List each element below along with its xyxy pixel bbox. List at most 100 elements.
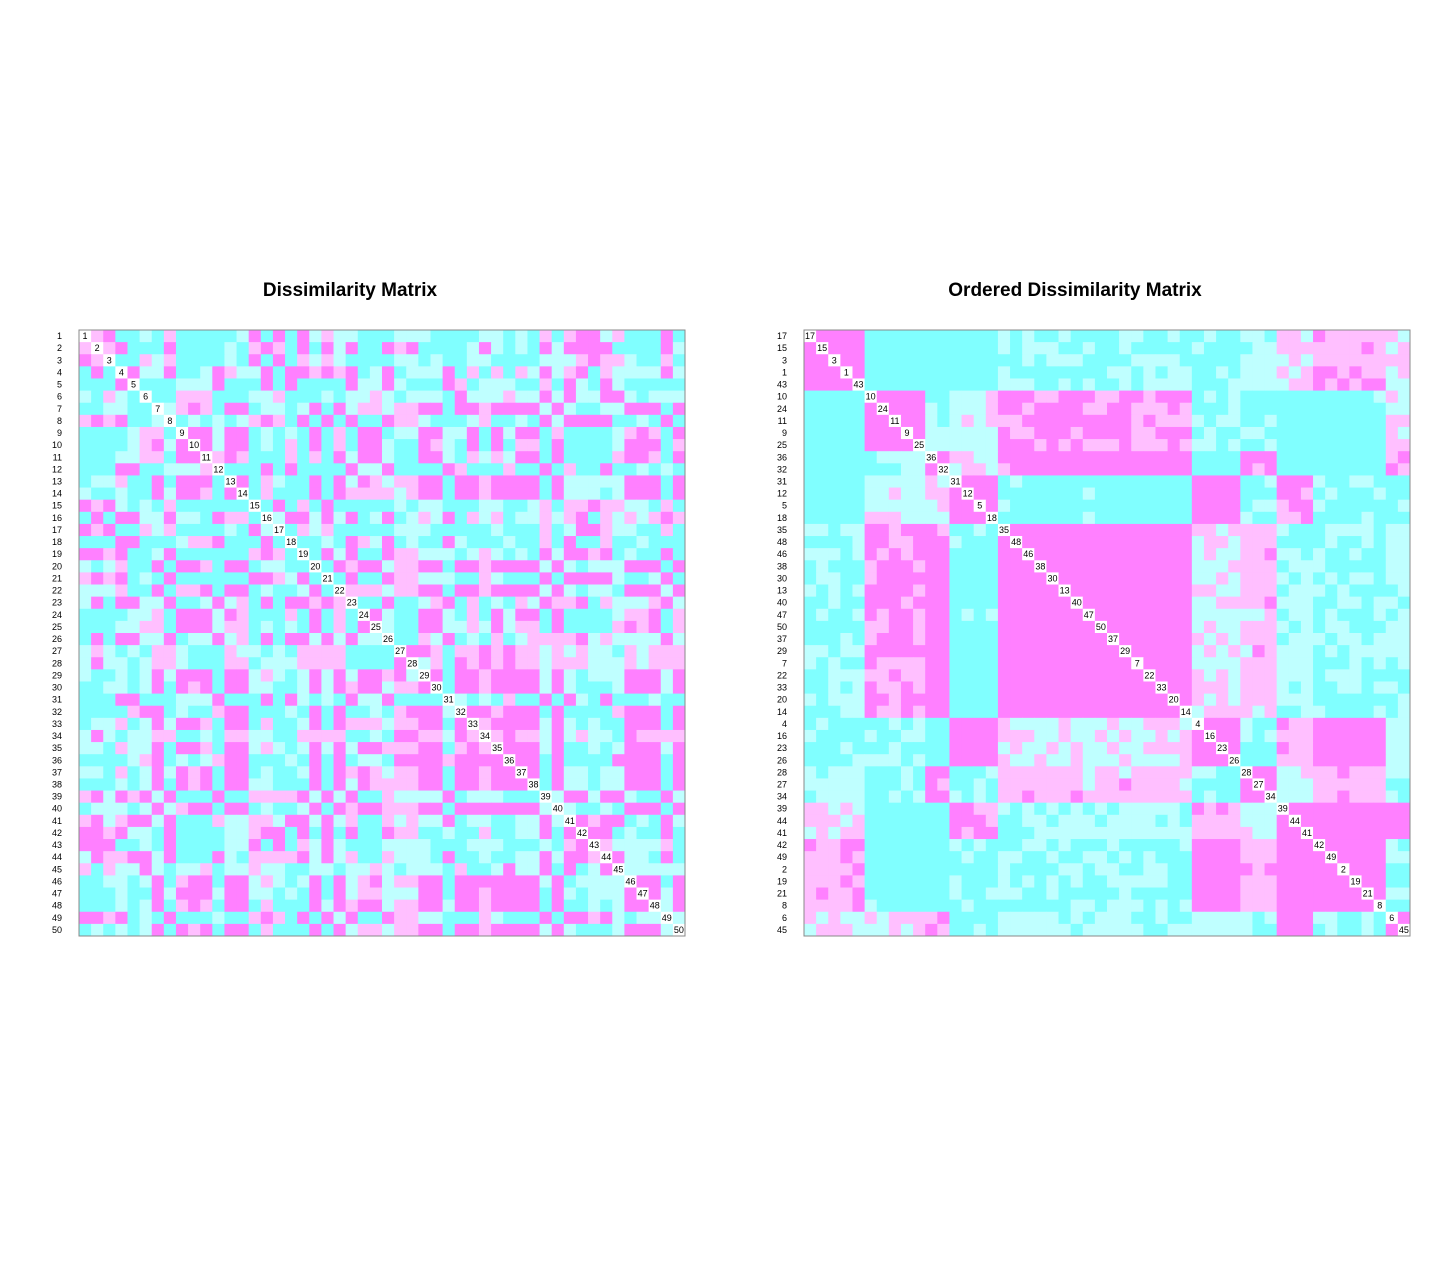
ordered-dissimilarity-matrix-cell [1337,560,1350,573]
dissimilarity-matrix-cell [200,790,213,804]
dissimilarity-matrix-cell [442,875,456,888]
dissimilarity-matrix-cell [272,354,286,367]
ordered-dissimilarity-matrix-cell [900,778,914,791]
dissimilarity-matrix-cell [394,439,407,452]
dissimilarity-matrix-cell [272,475,286,488]
ordered-dissimilarity-matrix-cell [1143,536,1156,549]
dissimilarity-matrix-cell [200,633,213,646]
dissimilarity-matrix-cell [406,826,419,840]
dissimilarity-matrix-cell [345,330,359,343]
ordered-dissimilarity-matrix-cell [1337,717,1350,731]
dissimilarity-matrix-cell [212,754,225,767]
ordered-dissimilarity-matrix-cell [997,875,1011,888]
dissimilarity-matrix-cell [624,657,637,670]
dissimilarity-matrix-cell [79,620,92,634]
dissimilarity-matrix-cell [382,681,395,694]
ordered-dissimilarity-matrix-cell [973,729,987,743]
ordered-dissimilarity-matrix-cell [1300,439,1314,452]
dissimilarity-matrix-cell [91,414,104,428]
ordered-dissimilarity-matrix-cell [828,899,841,913]
ordered-dissimilarity-matrix-cell [840,511,853,525]
dissimilarity-matrix-cell [163,620,177,634]
ordered-dissimilarity-matrix-cell [1143,584,1156,598]
ordered-dissimilarity-matrix-cell [913,802,926,816]
ordered-dissimilarity-matrix-cell [1191,766,1205,779]
ordered-dissimilarity-matrix-cell [1252,499,1265,513]
dissimilarity-matrix-cell [478,705,492,719]
dissimilarity-matrix-cell [163,548,177,561]
ordered-dissimilarity-matrix-cell [1349,330,1362,343]
dissimilarity-matrix-cell [612,499,625,513]
dissimilarity-matrix-cell [588,608,601,622]
dissimilarity-matrix-cell [127,378,140,391]
ordered-dissimilarity-matrix-cell [913,499,926,513]
ordered-dissimilarity-matrix-cell [1240,717,1253,731]
ordered-dissimilarity-matrix-cell [1397,620,1411,634]
ordered-dissimilarity-matrix-cell [1325,814,1338,828]
ordered-dissimilarity-matrix-cell [1119,378,1132,391]
dissimilarity-matrix-cell [575,584,589,598]
dissimilarity-matrix-cell [454,633,468,646]
dissimilarity-matrix-cell [430,887,443,901]
dissimilarity-matrix-cell [297,572,310,585]
dissimilarity-matrix-cell [357,608,371,622]
ordered-dissimilarity-matrix-cell [1179,899,1193,913]
dissimilarity-matrix-cell [224,499,237,513]
ordered-dissimilarity-matrix-cell [1010,584,1023,598]
ordered-dissimilarity-matrix-cell [1082,608,1096,622]
dissimilarity-matrix-cell [636,923,650,937]
dissimilarity-matrix-cell [503,366,516,379]
ordered-dissimilarity-matrix-cell [1070,342,1084,355]
dissimilarity-matrix-cell [321,754,334,767]
ordered-dissimilarity-matrix-cell [816,766,829,779]
dissimilarity-matrix-row-label: 23 [52,598,62,608]
dissimilarity-matrix-cell [466,863,480,876]
dissimilarity-matrix-cell [515,887,528,901]
ordered-dissimilarity-matrix-cell [1240,681,1253,694]
dissimilarity-matrix-cell [430,851,443,864]
ordered-dissimilarity-matrix-cell [864,378,878,391]
ordered-dissimilarity-matrix-cell [1191,851,1205,864]
dissimilarity-matrix-cell [503,742,516,755]
dissimilarity-matrix-cell [357,717,371,731]
dissimilarity-matrix-cell [466,596,480,610]
dissimilarity-matrix-cell [224,875,237,888]
ordered-dissimilarity-matrix-cell [804,620,817,634]
dissimilarity-matrix-cell [163,681,177,694]
ordered-dissimilarity-matrix-cell [1034,572,1047,585]
dissimilarity-matrix-diagonal-label: 5 [131,380,136,390]
ordered-dissimilarity-matrix-cell [1191,511,1205,525]
ordered-dissimilarity-matrix-cell [1143,754,1156,767]
ordered-dissimilarity-matrix-cell [1361,814,1375,828]
ordered-dissimilarity-matrix-cell [1034,463,1047,476]
dissimilarity-matrix-cell [454,875,468,888]
ordered-dissimilarity-matrix-cell [937,548,950,561]
ordered-dissimilarity-matrix-cell [1361,790,1375,804]
ordered-dissimilarity-matrix-cell [949,475,962,488]
ordered-dissimilarity-matrix-cell [1179,693,1193,707]
dissimilarity-matrix-cell [224,402,237,416]
dissimilarity-matrix-cell [600,754,613,767]
dissimilarity-matrix-cell [418,608,431,622]
ordered-dissimilarity-matrix-cell [1155,839,1168,852]
ordered-dissimilarity-matrix-cell [1216,511,1229,525]
ordered-dissimilarity-matrix-cell [1155,511,1168,525]
ordered-dissimilarity-matrix-cell [1191,669,1205,682]
ordered-dissimilarity-matrix-cell [1155,523,1168,537]
ordered-dissimilarity-matrix-cell [852,875,865,888]
ordered-dissimilarity-matrix-cell [1300,608,1314,622]
dissimilarity-matrix-cell [660,851,674,864]
dissimilarity-matrix-cell [491,439,504,452]
dissimilarity-matrix-cell [333,487,347,501]
dissimilarity-matrix-cell [79,657,92,670]
ordered-dissimilarity-matrix-cell [1276,608,1290,622]
dissimilarity-matrix-cell [636,475,650,488]
ordered-dissimilarity-matrix-cell [949,899,962,913]
dissimilarity-matrix-cell [418,620,431,634]
dissimilarity-matrix-cell [127,402,140,416]
ordered-dissimilarity-matrix-cell [816,693,829,707]
ordered-dissimilarity-matrix-cell [1203,669,1217,682]
dissimilarity-matrix-diagonal-label: 26 [383,634,393,644]
ordered-dissimilarity-matrix-cell [1034,414,1047,428]
ordered-dissimilarity-matrix-cell [1349,814,1362,828]
